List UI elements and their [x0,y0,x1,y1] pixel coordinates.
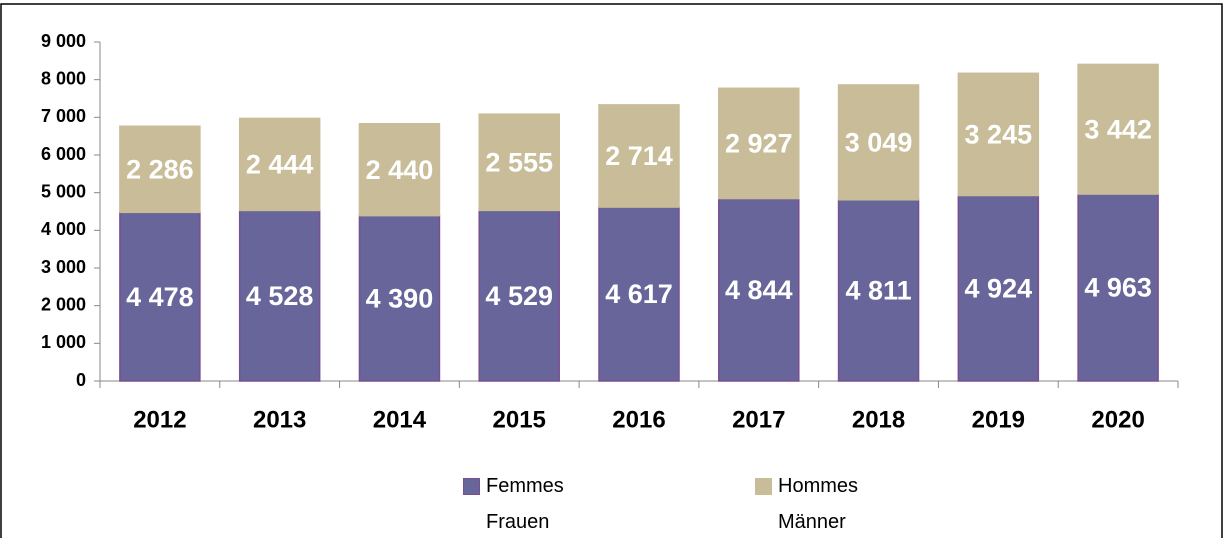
x-tick-label: 2013 [253,406,306,433]
value-label: 2 440 [366,155,434,185]
value-label: 3 049 [845,127,913,157]
legend-swatch [463,478,480,495]
bar-segment [238,117,321,212]
chart-border [0,3,1223,538]
y-tick-label: 2 000 [41,294,86,314]
y-tick-label: 4 000 [41,219,86,239]
x-tick-label: 2018 [852,406,905,433]
bar-segment [238,209,321,382]
value-label: 3 442 [1084,114,1152,144]
value-label: 4 924 [965,273,1033,303]
bar-segment [119,211,201,382]
value-label: 4 478 [126,282,194,312]
bar-segment [1077,193,1159,382]
value-label: 2 555 [485,147,553,177]
value-label: 4 963 [1084,273,1152,303]
y-tick-label: 5 000 [41,181,86,201]
bar-segment [598,104,680,208]
x-tick-label: 2016 [612,406,665,433]
legend-label: Hommes Männer [778,475,859,533]
bar-segment [837,84,920,201]
bar-segment [358,122,441,217]
bar-segment [478,113,560,212]
x-tick-label: 2017 [732,406,785,433]
value-label: 2 927 [725,129,793,159]
value-label: 2 286 [126,154,194,184]
value-label: 4 811 [846,276,912,306]
y-tick-label: 1 000 [41,332,86,352]
value-label: 4 617 [605,279,673,309]
x-tick-label: 2015 [493,406,546,433]
value-label: 4 529 [485,281,553,311]
value-label: 4 528 [246,281,314,311]
value-label: 4 844 [725,275,793,305]
bar-segment [1077,63,1159,195]
y-tick-label: 3 000 [41,257,86,277]
x-tick-label: 2020 [1091,406,1144,433]
bar-segment [478,209,560,382]
y-tick-label: 7 000 [41,106,86,126]
x-tick-label: 2019 [972,406,1025,433]
y-tick-label: 8 000 [41,68,86,88]
y-tick-label: 6 000 [41,144,86,164]
bar-segment [718,87,800,200]
bar-segment [598,206,680,382]
y-tick-label: 9 000 [41,31,86,51]
y-tick-label: 0 [76,370,86,390]
x-tick-label: 2012 [133,406,186,433]
bar-segment [358,214,441,382]
value-label: 2 444 [246,150,314,180]
bar-segment [837,199,920,382]
x-tick-label: 2014 [373,406,427,433]
legend-label: Femmes Frauen [486,475,564,533]
bar-segment [957,72,1040,197]
value-label: 2 714 [605,141,673,171]
legend-item: Femmes Frauen [463,474,564,540]
legend-item: Hommes Männer [755,474,858,540]
value-label: 4 390 [366,283,434,313]
bar-segment [119,125,201,214]
legend-swatch [755,478,772,495]
value-label: 3 245 [965,120,1033,150]
